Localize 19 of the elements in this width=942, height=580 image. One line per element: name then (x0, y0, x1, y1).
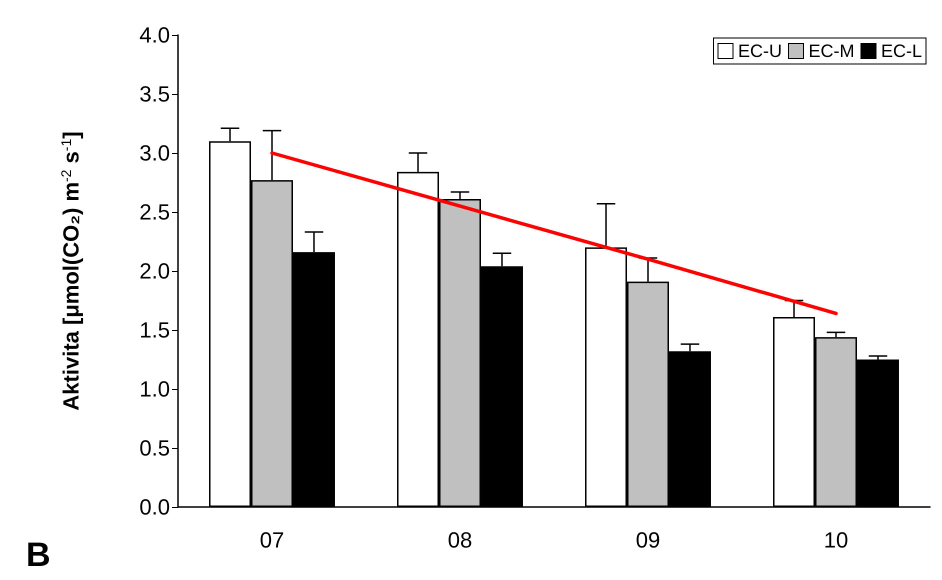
y-tick-label: 2.5 (139, 200, 170, 224)
x-tick-label: 10 (824, 528, 848, 552)
legend-label: EC-L (880, 41, 922, 61)
y-tick-label: 3.0 (139, 140, 170, 166)
y-tick-label: 1.0 (139, 376, 170, 402)
legend-label: EC-U (738, 41, 782, 61)
y-tick-label: 1.5 (139, 318, 170, 342)
y-tick-label: 0.5 (139, 436, 170, 460)
x-tick-label: 09 (636, 528, 660, 552)
y-tick-label: 0.0 (139, 494, 170, 520)
y-tick-label: 3.5 (139, 82, 170, 106)
y-tick-label: 2.0 (139, 258, 170, 284)
y-axis-title: Aktivita [μmol(CO₂) m-2 s-1] (58, 131, 84, 411)
text: B (26, 536, 51, 574)
legend-label: EC-M (808, 41, 854, 61)
y-tick-label: 4.0 (139, 22, 170, 48)
x-tick-label: 08 (448, 528, 472, 552)
line-series (270, 151, 838, 316)
x-tick-label: 07 (260, 528, 284, 552)
